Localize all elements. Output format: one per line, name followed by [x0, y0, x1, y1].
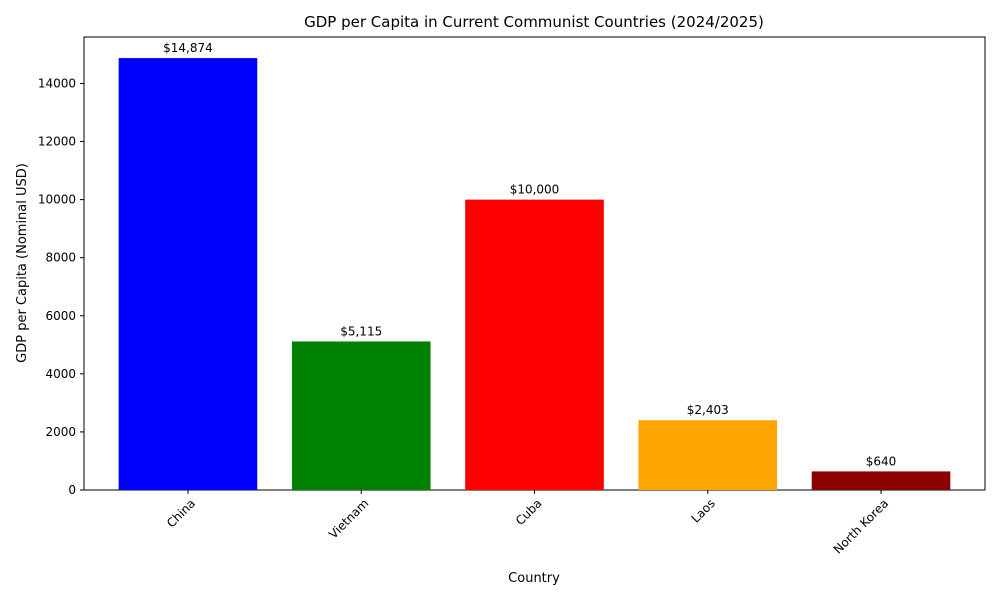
data-label-laos: $2,403 [687, 403, 729, 417]
y-tick-label-6000: 6000 [45, 309, 76, 323]
x-tick-label-vietnam: Vietnam [326, 496, 371, 541]
x-axis-label: Country [508, 571, 560, 586]
x-tick-label-laos: Laos [688, 496, 717, 525]
data-label-vietnam: $5,115 [340, 324, 382, 338]
y-axis: 0 2000 4000 6000 8000 10000 12000 14000 [38, 76, 84, 497]
data-label-north-korea: $640 [866, 454, 897, 468]
bar-cuba [465, 199, 604, 490]
y-tick-label-8000: 8000 [45, 251, 76, 265]
data-label-china: $14,874 [163, 41, 213, 55]
x-axis: China Vietnam Cuba Laos North Korea [164, 490, 891, 557]
y-tick-label-14000: 14000 [38, 76, 76, 90]
bar-north-korea [811, 471, 951, 490]
y-tick-label-0: 0 [68, 483, 76, 497]
y-tick-label-12000: 12000 [38, 135, 76, 149]
y-axis-label: GDP per Capita (Nominal USD) [15, 163, 30, 363]
data-labels: $14,874 $5,115 $10,000 $2,403 $640 [163, 41, 896, 468]
chart-title: GDP per Capita in Current Communist Coun… [304, 13, 764, 31]
y-tick-label-10000: 10000 [38, 193, 76, 207]
bars [118, 58, 951, 490]
bar-laos [638, 420, 778, 490]
y-tick-label-2000: 2000 [45, 425, 76, 439]
data-label-cuba: $10,000 [510, 183, 560, 197]
bar-vietnam [291, 341, 431, 490]
y-tick-label-4000: 4000 [45, 367, 76, 381]
x-tick-label-china: China [164, 496, 198, 530]
x-tick-label-cuba: Cuba [513, 496, 545, 528]
bar-china [118, 58, 258, 490]
x-tick-label-north-korea: North Korea [831, 496, 891, 556]
